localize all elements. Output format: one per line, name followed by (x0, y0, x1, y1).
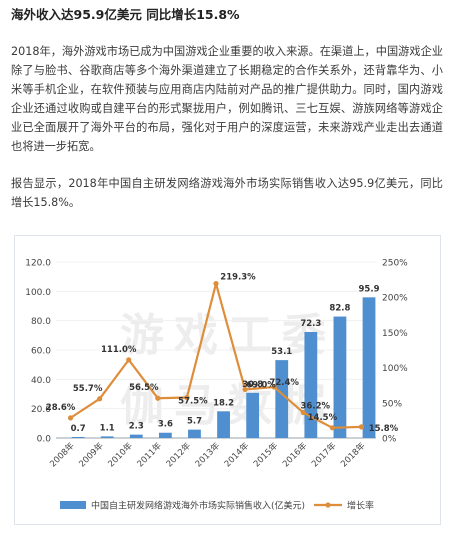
data-labels: 0.7 1.1 2.3 3.6 5.7 18.2 30.8 53.1 72.3 82.8 95.9 2… (46, 273, 399, 434)
y-right-tick-label: 150% (382, 329, 408, 339)
y-left-tick-label: 120.0 (25, 259, 51, 269)
growth-rate-label: 219.3% (220, 273, 256, 283)
growth-rate-point (329, 425, 335, 431)
y-right-tick-label: 200% (382, 294, 408, 304)
bar-series (71, 297, 376, 438)
bar (275, 360, 289, 438)
growth-rate-label: 57.5% (178, 397, 208, 407)
article-paragraph-1: 2018年，海外游戏市场已成为中国游戏企业重要的收入来源。在渠道上，中国游戏企业… (11, 45, 443, 153)
bar-value-label: 18.2 (213, 398, 234, 408)
bar (129, 434, 143, 438)
bar (217, 411, 230, 438)
watermark-text-1: 游戏工委 (120, 310, 336, 361)
bar-value-label: 3.6 (158, 420, 173, 430)
bar (304, 331, 318, 438)
growth-rate-point (67, 415, 74, 421)
bar (333, 316, 347, 438)
y-left-tick-label: 100.0 (25, 288, 51, 298)
growth-rate-label: 69.0% (246, 380, 276, 390)
y-left-tick-label: 60.0 (31, 347, 51, 357)
growth-rate-point (97, 396, 103, 402)
bar-value-label: 72.3 (300, 319, 321, 329)
chart-legend: 中国自主研发网络游戏海外市场实际销售收入(亿美元) 增长率 (60, 500, 374, 512)
growth-rate-label: 56.5% (129, 383, 159, 393)
growth-rate-label: 55.7% (73, 384, 103, 394)
legend-bar-label: 中国自主研发网络游戏海外市场实际销售收入(亿美元) (91, 500, 305, 512)
bar-value-label: 5.7 (187, 417, 202, 427)
growth-rate-label: 28.6% (46, 403, 76, 413)
bar-value-label: 95.9 (359, 284, 380, 294)
line-series (67, 281, 365, 431)
y-left-tick-label: 20.0 (31, 405, 51, 415)
bar (246, 392, 260, 438)
article-heading: 海外收入达95.9亿美元 同比增长15.8% (11, 7, 240, 22)
bar (71, 436, 85, 438)
y-right-tick-label: 250% (382, 259, 408, 269)
legend-line-label: 增长率 (347, 500, 374, 512)
revenue-chart-image: 游戏工委 伽马数据 0.0 20.0 40.0 60.0 80.0 100.0 120.0 0%… (14, 235, 441, 525)
growth-rate-point (358, 424, 365, 430)
y-left-tick-label: 80.0 (31, 317, 51, 327)
bar-value-label: 82.8 (329, 304, 350, 314)
y-left-tick-label: 40.0 (31, 376, 51, 386)
y-right-tick-label: 0% (382, 435, 397, 445)
bar-value-label: 0.7 (71, 424, 86, 434)
bar (362, 297, 376, 438)
legend-bar-swatch (60, 501, 86, 509)
bar-value-label: 2.3 (129, 422, 144, 432)
growth-rate-label: 36.2% (301, 402, 331, 412)
growth-rate-point (126, 357, 132, 363)
growth-rate-label: 111.0% (101, 345, 137, 355)
bar (158, 432, 172, 438)
legend-line-marker (325, 502, 331, 508)
growth-rate-label: 72.4% (269, 378, 299, 388)
growth-rate-point (155, 395, 161, 401)
growth-rate-point (242, 386, 248, 393)
y-right-tick-label: 100% (382, 364, 408, 374)
bar (100, 436, 114, 438)
bar-value-label: 30.8 (242, 380, 263, 390)
bar-value-label: 1.1 (100, 423, 115, 433)
y-left-tick-label: 0.0 (37, 435, 52, 445)
bar (188, 429, 201, 438)
growth-rate-point (213, 281, 219, 287)
growth-rate-label: 15.8% (369, 424, 399, 434)
growth-rate-point (184, 394, 190, 401)
growth-rate-label: 14.5% (308, 413, 338, 423)
article-paragraph-2: 报告显示，2018年中国自主研发网络游戏海外市场实际销售收入达95.9亿美元，同… (11, 177, 443, 209)
bar-value-label: 53.1 (271, 347, 292, 357)
growth-rate-point (271, 384, 277, 390)
growth-rate-point (300, 409, 306, 416)
y-right-tick-label: 50% (382, 399, 402, 409)
